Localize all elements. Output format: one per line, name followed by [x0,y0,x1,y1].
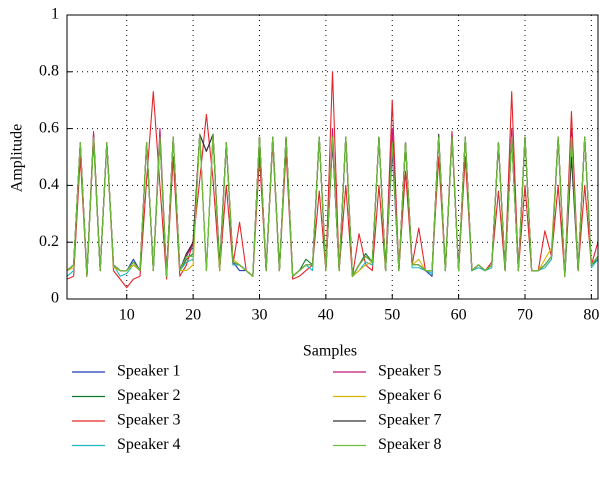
x-tick-label: 50 [384,307,400,324]
legend-label: Speaker 5 [378,363,442,380]
legend-label: Speaker 4 [117,436,181,453]
x-tick-label: 10 [119,307,135,324]
y-tick-label: 0 [51,290,59,307]
x-axis-label: Samples [303,343,357,360]
series-line [66,133,599,277]
plot-frame [66,14,599,300]
series-line [66,133,599,277]
y-tick-label: 0.4 [39,176,59,193]
series-line [66,133,599,277]
legend-label: Speaker 8 [378,436,442,453]
series-line [66,133,599,277]
x-tick-label: 80 [583,307,599,324]
y-tick-label: 1 [51,6,59,23]
x-tick-label: 30 [251,307,267,324]
y-tick-label: 0.8 [39,62,59,79]
x-tick-label: 60 [451,307,467,324]
x-tick-label: 70 [517,307,533,324]
legend-label: Speaker 6 [378,387,442,404]
legend-label: Speaker 2 [117,387,181,404]
x-tick-label: 40 [318,307,334,324]
series-line [66,71,599,289]
y-tick-label: 0.2 [39,233,59,250]
legend-label: Speaker 3 [117,412,181,429]
series-line [66,133,599,277]
legend-label: Speaker 7 [378,412,442,429]
y-axis-label: Amplitude [9,124,26,192]
series-line [66,133,599,277]
y-tick-label: 0.6 [39,119,59,136]
legend-label: Speaker 1 [117,363,181,380]
x-tick-label: 20 [185,307,201,324]
